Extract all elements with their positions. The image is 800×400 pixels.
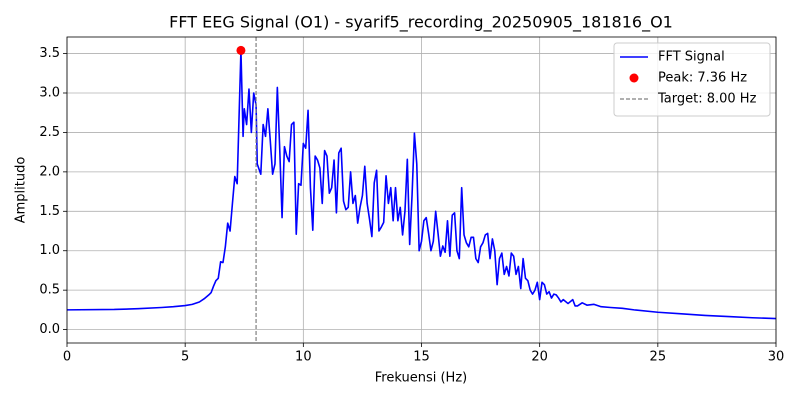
x-tick-label: 0 [63,350,71,365]
legend-swatch [629,73,639,83]
x-tick-label: 10 [295,350,312,365]
y-tick-label: 1.5 [39,204,60,219]
y-tick-label: 0.0 [39,322,60,337]
y-tick-label: 0.5 [39,283,60,298]
x-axis-label: Frekuensi (Hz) [375,371,467,386]
legend-label: Peak: 7.36 Hz [658,71,747,86]
x-tick-label: 5 [181,350,189,365]
legend-box [613,42,771,117]
y-tick-label: 3.0 [39,85,60,100]
peak-marker [236,45,246,55]
chart-title: FFT EEG Signal (O1) - syarif5_recording_… [169,13,673,33]
x-tick-label: 15 [413,350,430,365]
legend: FFT Signal Peak: 7.36 Hz Target: 8.00 Hz [613,42,771,117]
y-tick-label: 2.0 [39,164,60,179]
x-tick-label: 20 [531,350,548,365]
y-axis-label: Amplitudo [14,157,29,224]
x-tick-label: 25 [650,350,667,365]
axes-frame [66,36,777,344]
legend-label: FFT Signal [658,50,725,65]
y-tick-label: 3.5 [39,46,60,61]
legend-label: Target: 8.00 Hz [657,92,757,107]
y-tick-label: 1.0 [39,243,60,258]
y-tick-label: 2.5 [39,125,60,140]
x-tick-label: 30 [768,350,785,365]
